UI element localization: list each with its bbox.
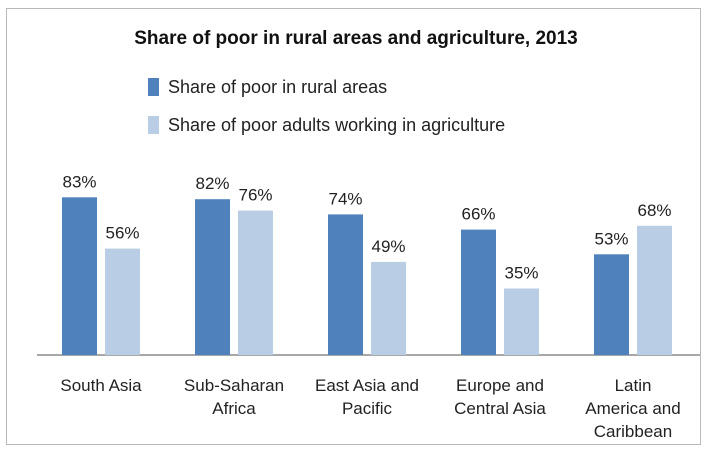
- data-label: 68%: [637, 201, 671, 220]
- category-label: Caribbean: [594, 422, 672, 441]
- category-label: South Asia: [60, 376, 142, 395]
- bar-agriculture-0: [105, 248, 140, 355]
- data-label: 82%: [195, 174, 229, 193]
- data-label: 53%: [594, 229, 628, 248]
- category-label: Pacific: [342, 399, 393, 418]
- category-label: Africa: [212, 399, 256, 418]
- data-label: 76%: [238, 186, 272, 205]
- category-label: East Asia and: [315, 376, 419, 395]
- category-label: Central Asia: [454, 399, 546, 418]
- data-label: 83%: [62, 172, 96, 191]
- category-label: America and: [585, 399, 680, 418]
- data-label: 49%: [371, 237, 405, 256]
- bar-agriculture-3: [504, 288, 539, 355]
- legend-item-agriculture: Share of poor adults working in agricult…: [148, 113, 505, 137]
- legend-label-rural: Share of poor in rural areas: [168, 76, 388, 97]
- category-label: Europe and: [456, 376, 544, 395]
- legend-swatch-rural: [148, 78, 159, 96]
- category-label: Latin: [615, 376, 652, 395]
- legend-label-agriculture: Share of poor adults working in agricult…: [168, 114, 506, 135]
- data-label: 66%: [461, 205, 495, 224]
- bar-agriculture-2: [371, 261, 406, 355]
- chart-title: Share of poor in rural areas and agricul…: [134, 28, 578, 49]
- bar-agriculture-4: [637, 225, 672, 355]
- legend-swatch-agriculture: [148, 116, 159, 134]
- bar-rural-4: [594, 254, 629, 355]
- bar-rural-0: [62, 197, 97, 355]
- bar-rural-2: [328, 214, 363, 355]
- data-label: 74%: [328, 189, 362, 208]
- data-label: 56%: [105, 224, 139, 243]
- bar-rural-3: [461, 229, 496, 355]
- bar-rural-1: [195, 199, 230, 355]
- bar-agriculture-1: [238, 210, 273, 355]
- legend-item-rural: Share of poor in rural areas: [148, 75, 387, 99]
- category-label: Sub-Saharan: [184, 376, 284, 395]
- data-label: 35%: [504, 264, 538, 283]
